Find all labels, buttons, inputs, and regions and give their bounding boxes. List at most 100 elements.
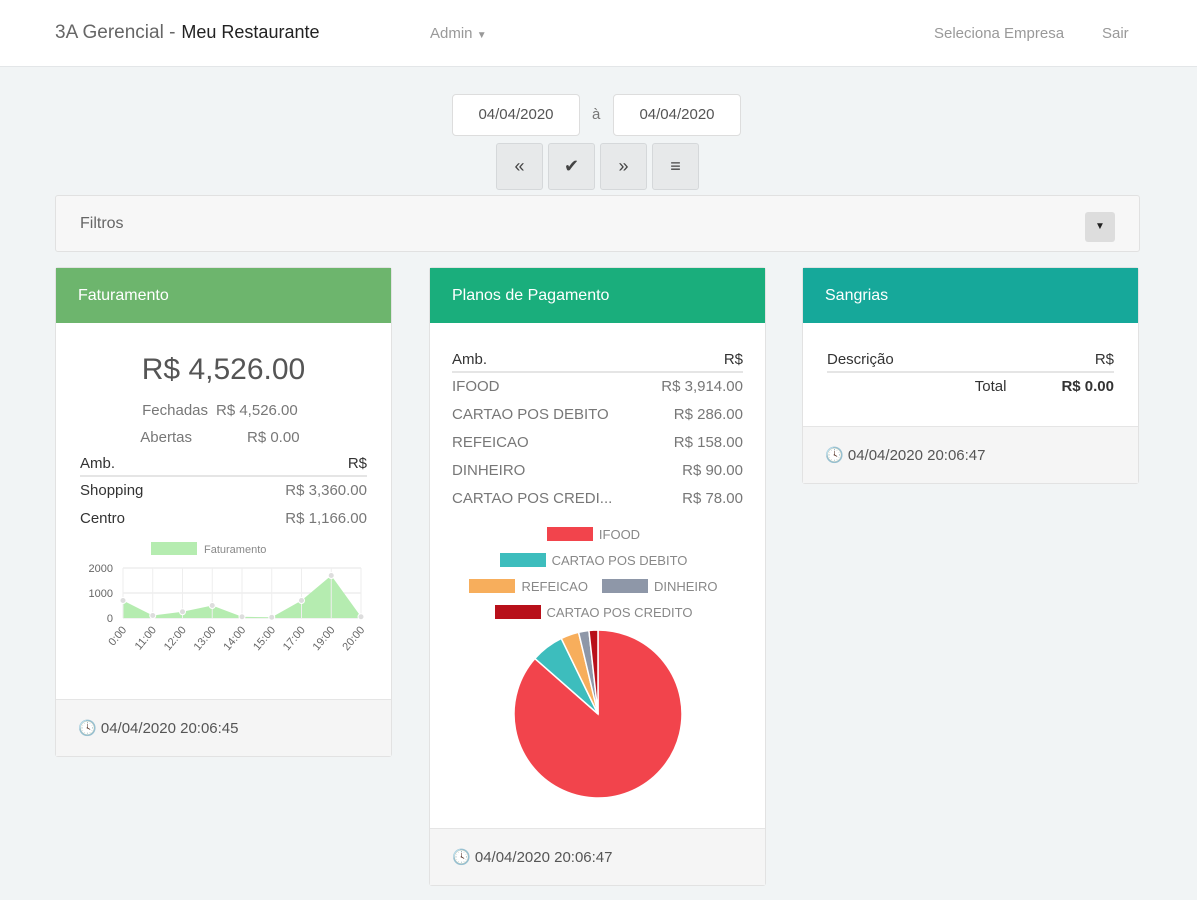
row-value: R$ 158.00 xyxy=(673,434,743,451)
col-rs: R$ xyxy=(723,351,743,368)
timestamp: 04/04/2020 20:06:45 xyxy=(100,720,239,737)
confirm-button[interactable]: ✔ xyxy=(548,143,595,190)
payment-pie-chart xyxy=(513,629,683,799)
x-tick-label: 0:00 xyxy=(106,624,129,648)
data-point xyxy=(208,602,216,609)
x-tick-label: 14:00 xyxy=(221,624,248,653)
legend-label[interactable]: CARTAO POS DEBITO xyxy=(551,552,688,568)
card-footer: 🕓 04/04/2020 20:06:47 xyxy=(803,426,1138,483)
col-amb: Amb. xyxy=(80,455,116,472)
card-footer: 🕓 04/04/2020 20:06:45 xyxy=(56,699,391,756)
table-row: Centro R$ 1,166.00 xyxy=(80,505,367,533)
total-value: R$ 4,526.00 xyxy=(141,353,306,386)
legend-label[interactable]: CARTAO POS CREDITO xyxy=(546,604,693,620)
menu-button[interactable]: ≡ xyxy=(652,143,699,190)
legend-swatch xyxy=(151,542,197,555)
x-tick-label: 13:00 xyxy=(192,624,219,653)
prev-day-button[interactable]: « xyxy=(496,143,543,190)
row-value: R$ 1,166.00 xyxy=(285,510,367,527)
row-name: DINHEIRO xyxy=(452,462,526,479)
legend-swatch xyxy=(494,605,541,619)
card-footer: 🕓 04/04/2020 20:06:47 xyxy=(430,828,765,885)
table-row: CARTAO POS DEBITO R$ 286.00 xyxy=(452,401,743,429)
col-rs: R$ xyxy=(347,455,367,472)
row-value: R$ 3,360.00 xyxy=(285,482,367,499)
row-value: R$ 90.00 xyxy=(682,462,743,479)
date-from-input[interactable]: 04/04/2020 xyxy=(452,94,580,136)
brand[interactable]: 3A Gerencial - Meu Restaurante xyxy=(55,22,319,44)
fechadas-label: Fechadas xyxy=(142,402,208,419)
clock-icon: 🕓 xyxy=(452,849,471,866)
table-row: CARTAO POS CREDI... R$ 78.00 xyxy=(452,485,743,513)
filters-label: Filtros xyxy=(80,215,124,232)
faturamento-card: Faturamento R$ 4,526.00 Fechadas R$ 4,526… xyxy=(55,267,392,757)
data-point xyxy=(149,612,157,619)
legend-label[interactable]: REFEICAO xyxy=(521,578,588,594)
legend-swatch xyxy=(601,579,648,593)
timestamp: 04/04/2020 20:06:47 xyxy=(474,849,613,866)
row-name: CARTAO POS CREDI... xyxy=(452,490,613,507)
admin-dropdown[interactable]: Admin ▼ xyxy=(430,25,487,42)
table-row: IFOOD R$ 3,914.00 xyxy=(452,373,743,401)
date-to-input[interactable]: 04/04/2020 xyxy=(613,94,741,136)
sangrias-card: Sangrias Descrição R$ Total R$ 0.00 🕓 04/0… xyxy=(802,267,1139,484)
row-name: IFOOD xyxy=(452,378,500,395)
row-name: Centro xyxy=(80,510,126,527)
brand-text: 3A Gerencial - xyxy=(55,22,176,43)
legend-swatch xyxy=(469,579,516,593)
y-tick-label: 2000 xyxy=(89,563,113,575)
table-row: DINHEIRO R$ 90.00 xyxy=(452,457,743,485)
legend-label[interactable]: IFOOD xyxy=(598,526,641,542)
clock-icon: 🕓 xyxy=(78,720,97,737)
x-tick-label: 19:00 xyxy=(311,624,338,653)
fechadas-value: R$ 4,526.00 xyxy=(216,402,298,419)
next-day-button[interactable]: » xyxy=(600,143,647,190)
data-point xyxy=(179,608,186,616)
planos-card: Planos de Pagamento Amb. R$ IFOOD R$ 3,914… xyxy=(429,267,766,886)
x-tick-label: 17:00 xyxy=(281,624,308,653)
data-point xyxy=(119,597,127,604)
legend-swatch xyxy=(546,527,593,541)
x-tick-label: 15:00 xyxy=(251,624,278,653)
col-amb: Amb. xyxy=(452,351,488,368)
row-value: R$ 286.00 xyxy=(673,406,743,423)
row-name: CARTAO POS DEBITO xyxy=(452,406,609,423)
x-tick-label: 11:00 xyxy=(133,624,159,652)
navbar: 3A Gerencial - Meu Restaurante Admin ▼ Se… xyxy=(0,0,1197,67)
data-point xyxy=(357,613,365,621)
data-point xyxy=(238,613,246,621)
legend-label: Faturamento xyxy=(204,544,266,556)
y-tick-label: 1000 xyxy=(89,588,113,600)
card-title: Planos de Pagamento xyxy=(430,268,765,323)
total-label: Total xyxy=(974,378,1007,395)
col-rs: R$ xyxy=(1094,351,1114,368)
y-tick-label: 0 xyxy=(107,613,113,625)
legend-swatch xyxy=(499,553,546,567)
filters-panel: Filtros ▼ xyxy=(55,195,1140,252)
filters-toggle-button[interactable]: ▼ xyxy=(1085,212,1115,242)
data-point xyxy=(327,572,335,579)
row-name: Shopping xyxy=(80,482,144,499)
logout-link[interactable]: Sair xyxy=(1102,25,1129,42)
table-row: REFEICAO R$ 158.00 xyxy=(452,429,743,457)
select-company-link[interactable]: Seleciona Empresa xyxy=(934,25,1065,42)
card-title: Faturamento xyxy=(56,268,391,323)
row-value: R$ 78.00 xyxy=(682,490,743,507)
x-tick-label: 20:00 xyxy=(340,624,367,653)
card-title: Sangrias xyxy=(803,268,1138,323)
row-name: REFEICAO xyxy=(452,434,529,451)
pie-legend: IFOOD CARTAO POS DEBITO REFEICAO DINHEIRO CA… xyxy=(452,521,743,625)
legend-label[interactable]: DINHEIRO xyxy=(653,578,718,594)
timestamp: 04/04/2020 20:06:47 xyxy=(847,447,986,464)
table-row: Shopping R$ 3,360.00 xyxy=(80,477,367,505)
clock-icon: 🕓 xyxy=(825,447,844,464)
data-point xyxy=(268,613,276,621)
date-separator: à xyxy=(592,106,601,123)
pie-slice xyxy=(588,629,599,715)
x-tick-label: 12:00 xyxy=(162,624,189,653)
admin-label: Admin xyxy=(430,25,473,42)
abertas-value: R$ 0.00 xyxy=(247,429,300,446)
restaurant-name: Meu Restaurante xyxy=(181,22,320,42)
abertas-label: Abertas xyxy=(140,429,192,446)
